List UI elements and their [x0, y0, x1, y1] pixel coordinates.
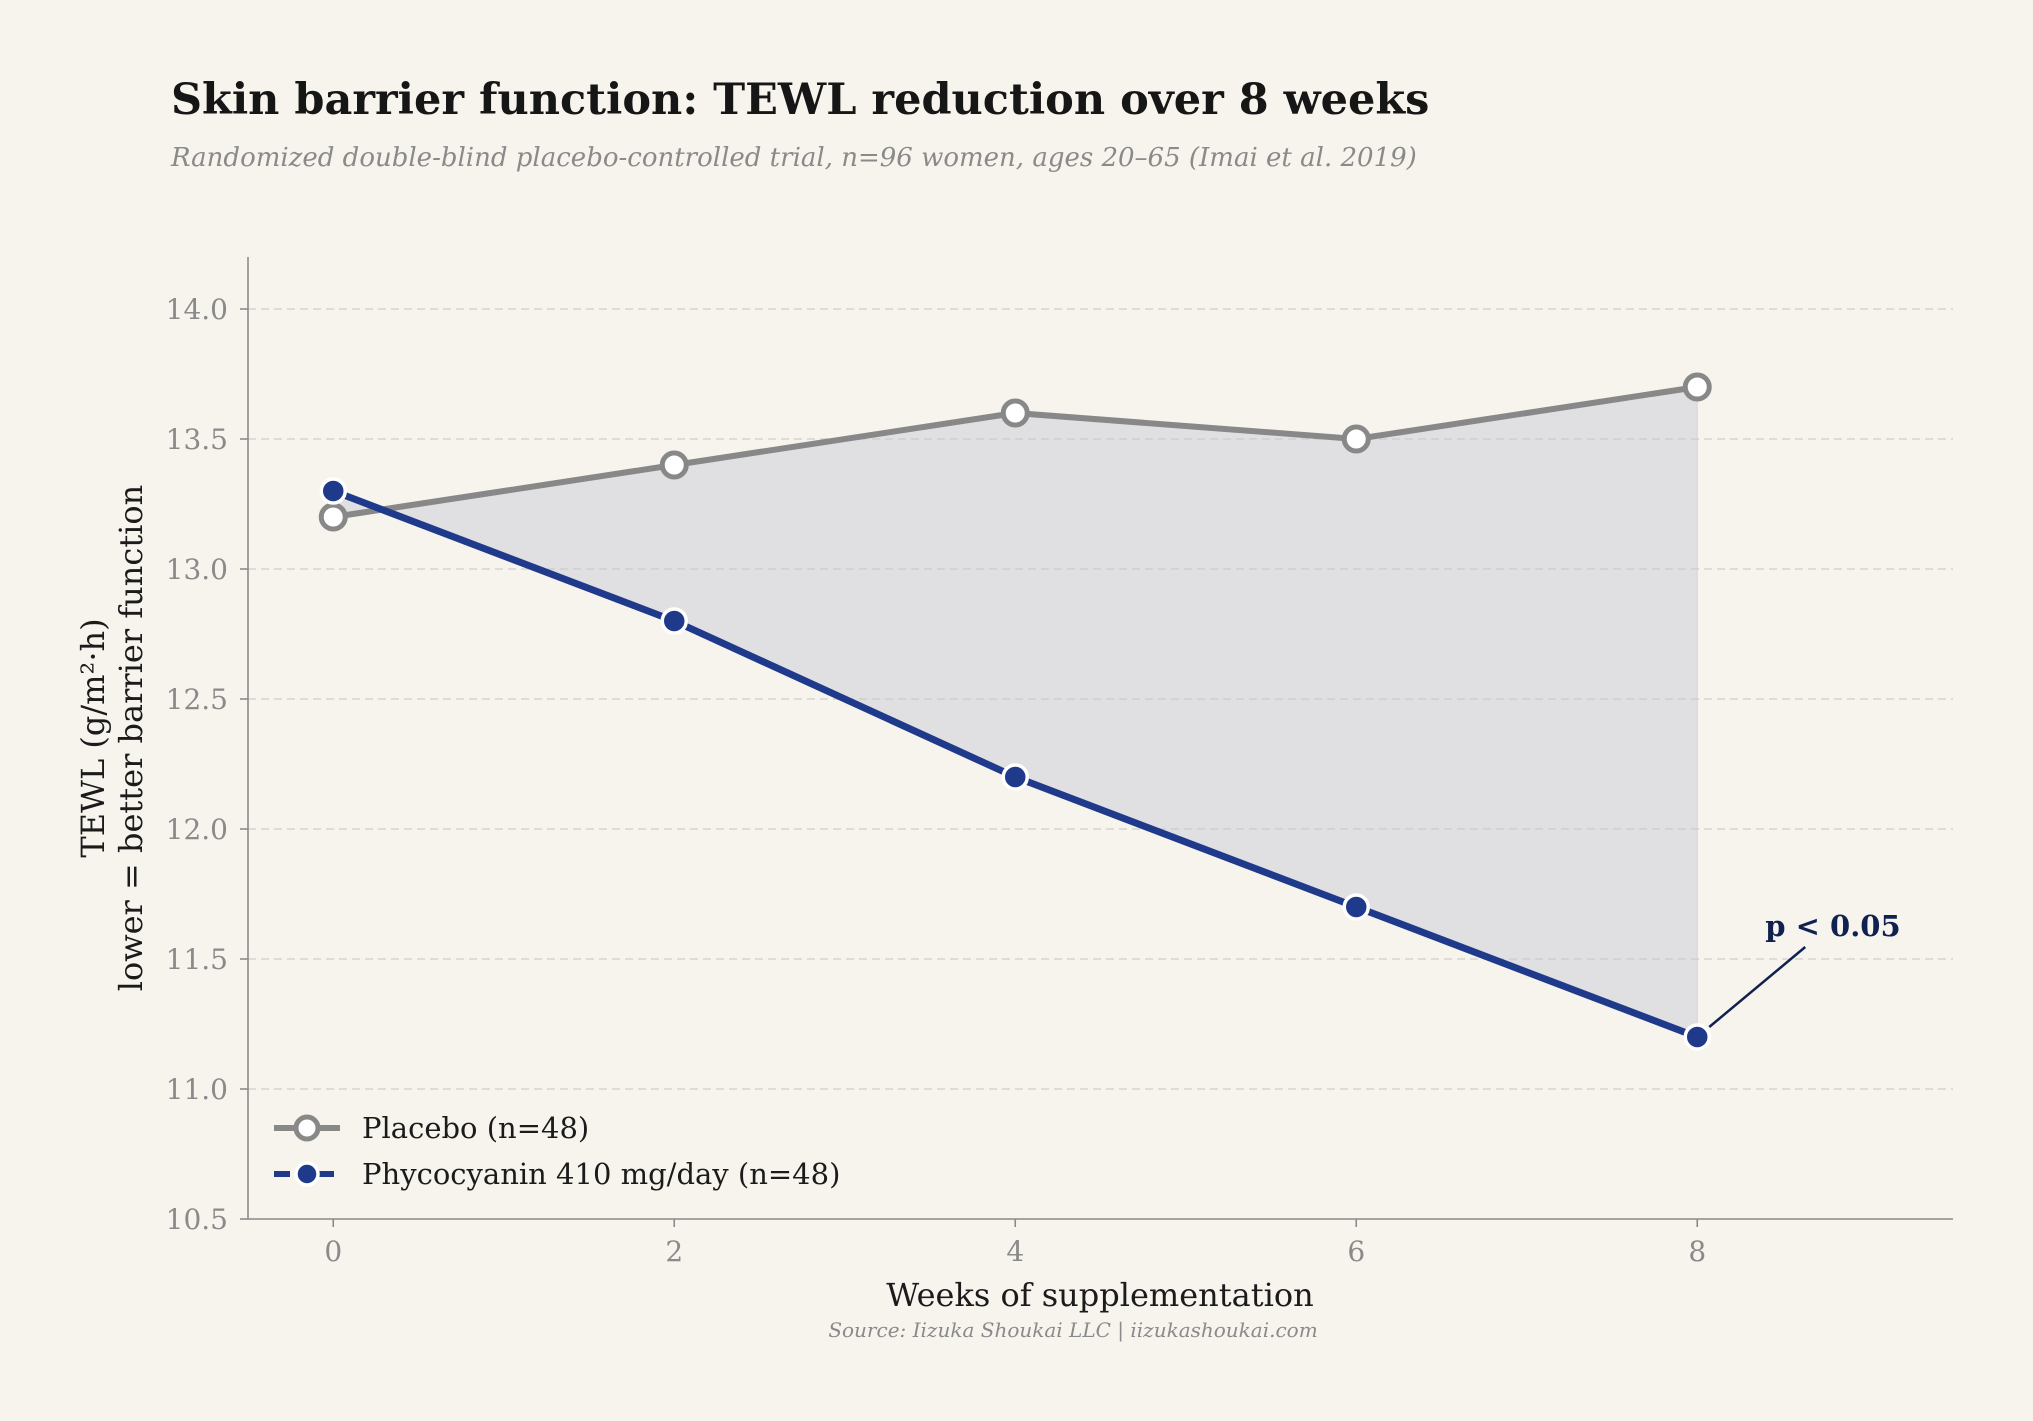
data-point-phycocyanin: [319, 477, 347, 505]
x-tick-label: 4: [1006, 1235, 1024, 1268]
legend: Placebo (n=48) Phycocyanin 410 mg/day (n…: [274, 1111, 840, 1191]
y-tick-label: 13.5: [166, 423, 228, 456]
y-axis-label-line1: TEWL (g/m²·h): [74, 618, 112, 857]
data-point-phycocyanin: [660, 607, 688, 635]
y-axis-label-line2: lower = better barrier function: [112, 485, 150, 992]
legend-label-placebo: Placebo (n=48): [362, 1111, 589, 1145]
data-point-placebo: [1341, 424, 1371, 454]
y-tick-label: 10.5: [166, 1203, 228, 1236]
data-point-phycocyanin: [1342, 893, 1370, 921]
chart-subtitle: Randomized double-blind placebo-controll…: [170, 143, 1417, 173]
annotation-arrow: [1708, 946, 1807, 1028]
legend-marker-phycocyanin: [294, 1161, 320, 1187]
annotation-label: p < 0.05: [1765, 909, 1900, 943]
x-ticks: 0 2 4 6 8: [324, 1219, 1706, 1268]
x-tick-label: 6: [1347, 1235, 1365, 1268]
y-tick-label: 12.0: [166, 813, 228, 846]
y-tick-label: 12.5: [166, 683, 228, 716]
series: [318, 372, 1712, 1051]
y-tick-label: 13.0: [166, 553, 228, 586]
legend-item-phycocyanin: Phycocyanin 410 mg/day (n=48): [274, 1157, 840, 1191]
source-note: Source: Iizuka Shoukai LLC | iizukashouk…: [828, 1318, 1317, 1343]
legend-item-placebo: Placebo (n=48): [274, 1111, 589, 1145]
data-point-placebo: [1000, 398, 1030, 428]
x-tick-label: 0: [324, 1235, 342, 1268]
data-point-phycocyanin: [1683, 1023, 1711, 1051]
axes: [247, 257, 1953, 1220]
annotation: p < 0.05: [1708, 909, 1901, 1028]
data-point-phycocyanin: [1001, 763, 1029, 791]
chart-title: Skin barrier function: TEWL reduction ov…: [171, 75, 1429, 125]
legend-marker-placebo: [293, 1114, 321, 1142]
y-tick-label: 14.0: [166, 293, 228, 326]
y-tick-label: 11.0: [166, 1073, 228, 1106]
x-tick-label: 2: [665, 1235, 683, 1268]
x-tick-label: 8: [1688, 1235, 1706, 1268]
data-point-placebo: [1682, 372, 1712, 402]
y-ticks: 10.5 11.0 11.5 12.0 12.5 13.0 13.5 14.0: [166, 293, 248, 1236]
legend-label-phycocyanin: Phycocyanin 410 mg/day (n=48): [362, 1157, 840, 1191]
data-point-placebo: [318, 502, 348, 532]
data-point-placebo: [659, 450, 689, 480]
y-tick-label: 11.5: [166, 943, 228, 976]
x-axis-label: Weeks of supplementation: [886, 1276, 1313, 1314]
